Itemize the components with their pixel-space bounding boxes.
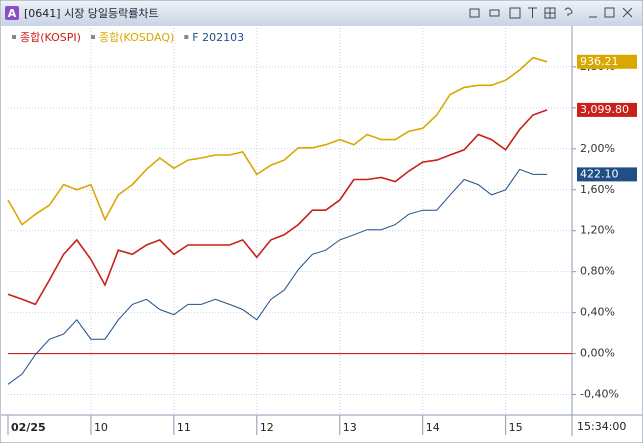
- window-title: [0641] 시장 당일등락률차트: [24, 6, 159, 20]
- last-value-box: [577, 102, 637, 117]
- x-tick-label: 10: [94, 421, 108, 434]
- time-label: 15:34:00: [577, 420, 626, 433]
- series-line: [7, 56, 548, 226]
- x-tick-label: 14: [426, 421, 440, 434]
- last-value-label: 936.21: [580, 55, 619, 68]
- x-tick-label: 13: [343, 421, 357, 434]
- close[interactable]: [622, 7, 633, 18]
- x-tick-label: 02/25: [11, 421, 46, 434]
- legend-marker: [90, 35, 95, 39]
- y-tick-label: 1,60%: [580, 183, 615, 196]
- last-value-box: [577, 54, 637, 69]
- x-tick-label: 15: [509, 421, 523, 434]
- y-tick-label: 0,00%: [580, 347, 615, 360]
- maximize[interactable]: [604, 7, 615, 18]
- legend-label: F 202103: [192, 31, 244, 44]
- last-value-label: 3,099.80: [580, 103, 629, 116]
- legend-label: 종합(KOSDAQ): [99, 31, 174, 44]
- title-bar: [1, 1, 642, 26]
- icon[interactable]: [509, 7, 521, 19]
- y-tick-label: -0,40%: [580, 388, 619, 401]
- icon[interactable]: [544, 7, 556, 19]
- last-value-label: 422.10: [580, 167, 619, 180]
- series-line: [7, 109, 548, 306]
- y-tick-label: 0,40%: [580, 306, 615, 319]
- y-tick-label: 0,80%: [580, 265, 615, 278]
- icon[interactable]: [564, 7, 573, 16]
- last-value-box: [577, 167, 637, 182]
- series-line: [7, 168, 548, 385]
- icon[interactable]: [489, 9, 500, 17]
- legend-marker: [12, 35, 16, 39]
- x-tick-label: 11: [177, 421, 191, 434]
- y-tick-label: 2,00%: [580, 142, 615, 155]
- icon[interactable]: [469, 8, 480, 18]
- app-icon-letter: A: [8, 7, 17, 20]
- plot-area: [8, 28, 572, 415]
- toolbar-icons[interactable]: [469, 7, 633, 19]
- x-tick-label: 12: [260, 421, 274, 434]
- icon[interactable]: [528, 7, 537, 18]
- legend-marker: [184, 35, 189, 39]
- y-tick-label: 1,20%: [580, 224, 615, 237]
- app-icon: [5, 6, 19, 20]
- legend-label: 종합(KOSPI): [20, 31, 81, 44]
